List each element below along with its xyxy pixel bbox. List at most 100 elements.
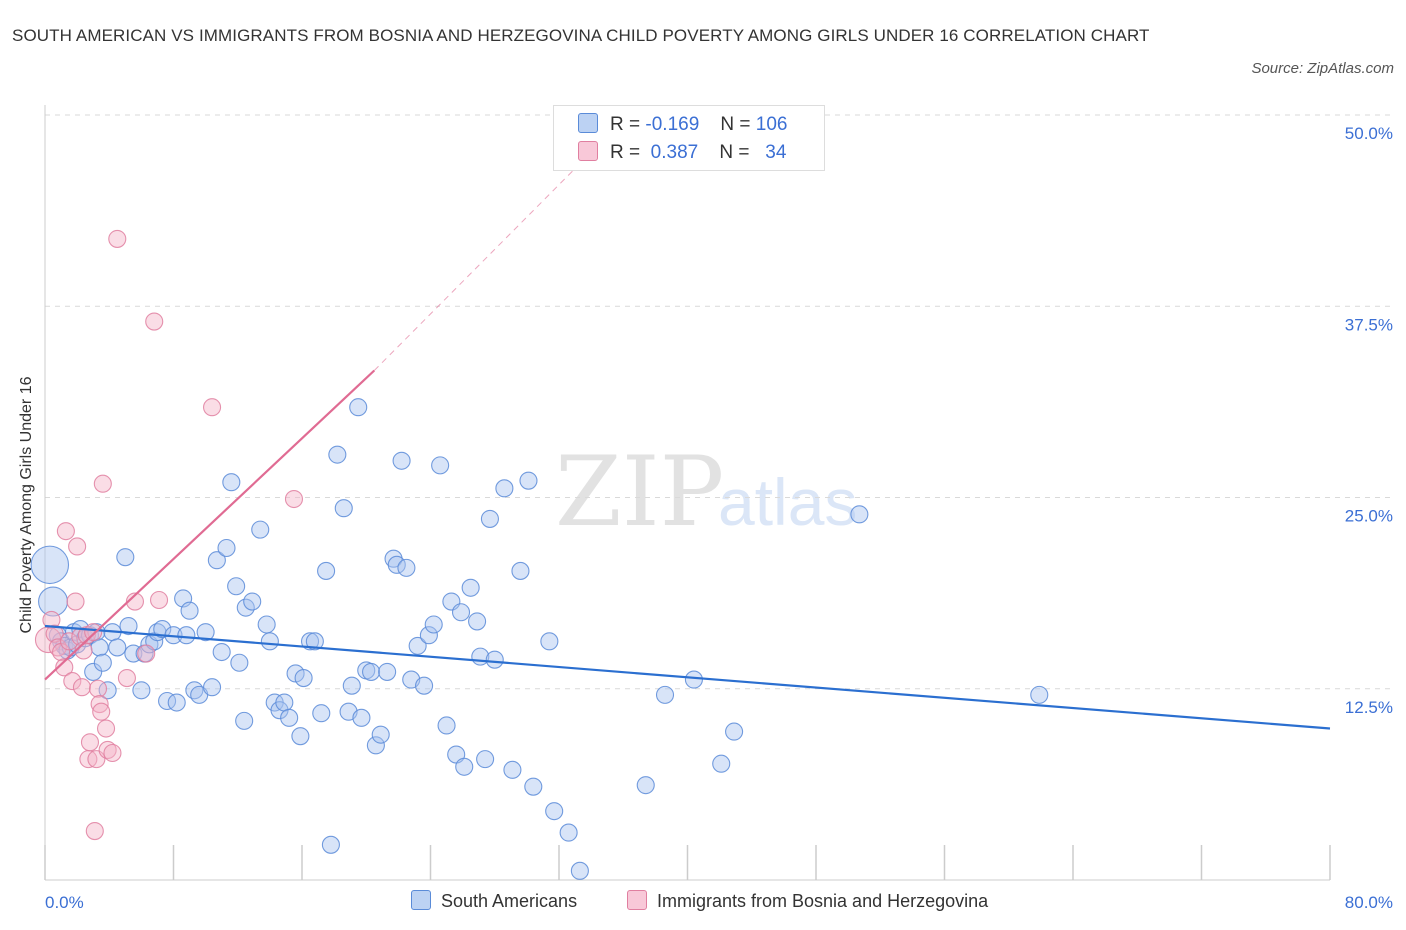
stats-row-blue: R = -0.169 N = 106 [578,113,787,137]
x-tick-label: 80.0% [1345,893,1393,912]
data-point [570,861,589,880]
data-point [461,578,480,597]
data-point [42,610,61,629]
data-point [132,681,151,700]
data-point [45,624,64,643]
series-bosnia-immigrants [34,229,304,841]
r-label: R = [610,114,641,135]
r-value: -0.169 [645,114,700,135]
data-point [149,590,169,610]
data-point [503,760,522,779]
data-point [60,632,79,651]
data-point [408,636,427,655]
r-label: R = [610,142,641,163]
legend-item-bosnia: Immigrants from Bosnia and Herzegovina [627,890,988,912]
stats-row-pink: R = 0.387 N = 34 [578,141,786,165]
series-south-americans [30,398,1049,880]
data-point [145,312,164,331]
data-point [437,716,456,735]
data-point [153,620,172,639]
chart-title: SOUTH AMERICAN VS IMMIGRANTS FROM BOSNIA… [12,26,1150,45]
data-point [116,548,135,567]
data-point [90,638,109,657]
data-point [235,711,254,730]
legend-swatch-pink [627,890,647,910]
data-point [352,708,371,727]
data-point [511,561,530,580]
watermark-atlas: atlas [718,465,857,539]
data-point [366,736,385,755]
data-point [524,777,543,796]
data-point [180,601,199,620]
trend-line-blue [44,624,1331,730]
data-point [294,668,313,688]
data-point [317,561,336,580]
data-point [117,668,136,688]
data-point [684,670,703,689]
data-point [328,445,347,464]
data-point [92,702,111,721]
data-point [387,555,406,574]
stats-legend: R = -0.169 N = 106 R = 0.387 N = 34 [553,105,825,171]
y-tick-label: 37.5% [1345,315,1393,334]
swatch-pink [578,141,598,161]
watermark: ZIP atlas [555,436,857,548]
data-point [227,577,246,596]
data-point [850,505,869,524]
trend-extension-pink [373,168,576,371]
data-point [300,632,320,651]
data-point [280,708,299,727]
data-point [321,835,340,854]
data-point [93,474,112,493]
data-point [291,727,310,746]
data-point [30,545,70,585]
data-point [137,644,156,663]
data-point [203,678,222,697]
data-point [284,489,304,509]
data-point [540,632,559,651]
data-point [260,632,279,651]
legend-item-south-americans: South Americans [411,890,577,912]
data-point [66,592,85,611]
data-point [257,615,276,634]
data-point [177,626,196,645]
data-point [1030,685,1049,704]
data-point [230,653,249,672]
data-point [88,679,108,698]
data-point [55,658,74,677]
data-point [80,733,100,752]
data-point [312,704,331,723]
data-point [68,537,87,556]
data-point [519,471,538,490]
data-point [371,725,390,744]
legend-label: South Americans [441,891,578,911]
data-point [480,509,499,528]
data-point [207,551,226,570]
data-point [725,722,744,741]
data-point [96,719,116,738]
data-point [84,662,103,681]
y-tick-label: 12.5% [1345,698,1393,717]
data-point [212,642,231,662]
n-label: N = [720,114,751,135]
data-point [196,623,215,642]
x-tick-label: 0.0% [45,893,84,912]
data-point [90,694,109,714]
n-value: 34 [765,142,787,163]
data-point [451,603,471,622]
trend-line-pink [44,369,376,681]
data-point [655,685,675,704]
data-point [158,691,177,711]
data-point [424,615,443,634]
data-point [559,823,578,842]
data-point [108,638,127,657]
r-value: 0.387 [650,142,699,163]
data-point [63,672,82,691]
data-point [349,398,368,417]
data-point [119,616,138,636]
data-point [217,538,236,558]
data-point [103,743,122,763]
source-label: Source: ZipAtlas.com [1251,60,1394,77]
swatch-blue [578,113,598,133]
